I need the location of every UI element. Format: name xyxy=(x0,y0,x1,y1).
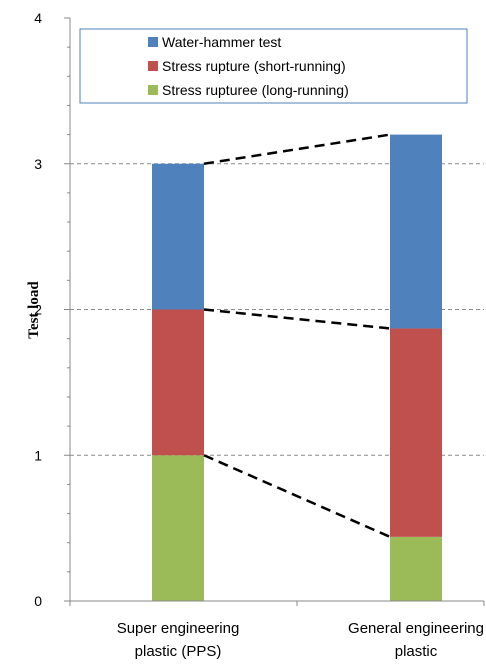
bar-segment xyxy=(390,134,442,329)
legend-box xyxy=(79,28,468,104)
bars xyxy=(152,134,442,601)
bar-segment xyxy=(152,309,204,456)
legend-label: Stress rupture (short-running) xyxy=(162,58,346,74)
legend-swatch xyxy=(148,85,158,95)
bar-segment xyxy=(390,536,442,601)
legend-label: Water-hammer test xyxy=(162,34,281,50)
y-tick-label: 2 xyxy=(34,302,42,318)
x-category-label: plastic (PPS) xyxy=(135,643,222,660)
connector-lines xyxy=(203,133,391,539)
y-tick-label: 4 xyxy=(34,10,42,26)
connector-line xyxy=(203,454,391,539)
y-tick-labels: 0 1 2 3 4 xyxy=(34,10,42,609)
y-tick-label: 1 xyxy=(34,447,42,463)
x-category-labels: Super engineering plastic (PPS) General en… xyxy=(117,620,484,660)
bar-segment xyxy=(152,455,204,601)
bar-segment xyxy=(390,328,442,537)
connector-line xyxy=(203,133,391,165)
x-category-label: plastic xyxy=(395,643,438,660)
legend-swatch xyxy=(148,37,158,47)
legend: Water-hammer test Stress rupture (short-r… xyxy=(79,28,468,104)
y-axis-label: Test load xyxy=(26,281,42,339)
bar-segment xyxy=(152,163,204,310)
x-category-label: General engineering xyxy=(348,620,484,637)
x-category-label: Super engineering xyxy=(117,620,240,637)
y-tick-label: 0 xyxy=(34,593,42,609)
y-tick-label: 3 xyxy=(34,156,42,172)
axes xyxy=(64,17,485,606)
legend-label: Stress ruptureе (long-running) xyxy=(162,82,349,98)
legend-swatch xyxy=(148,61,158,71)
connector-line xyxy=(203,308,391,330)
